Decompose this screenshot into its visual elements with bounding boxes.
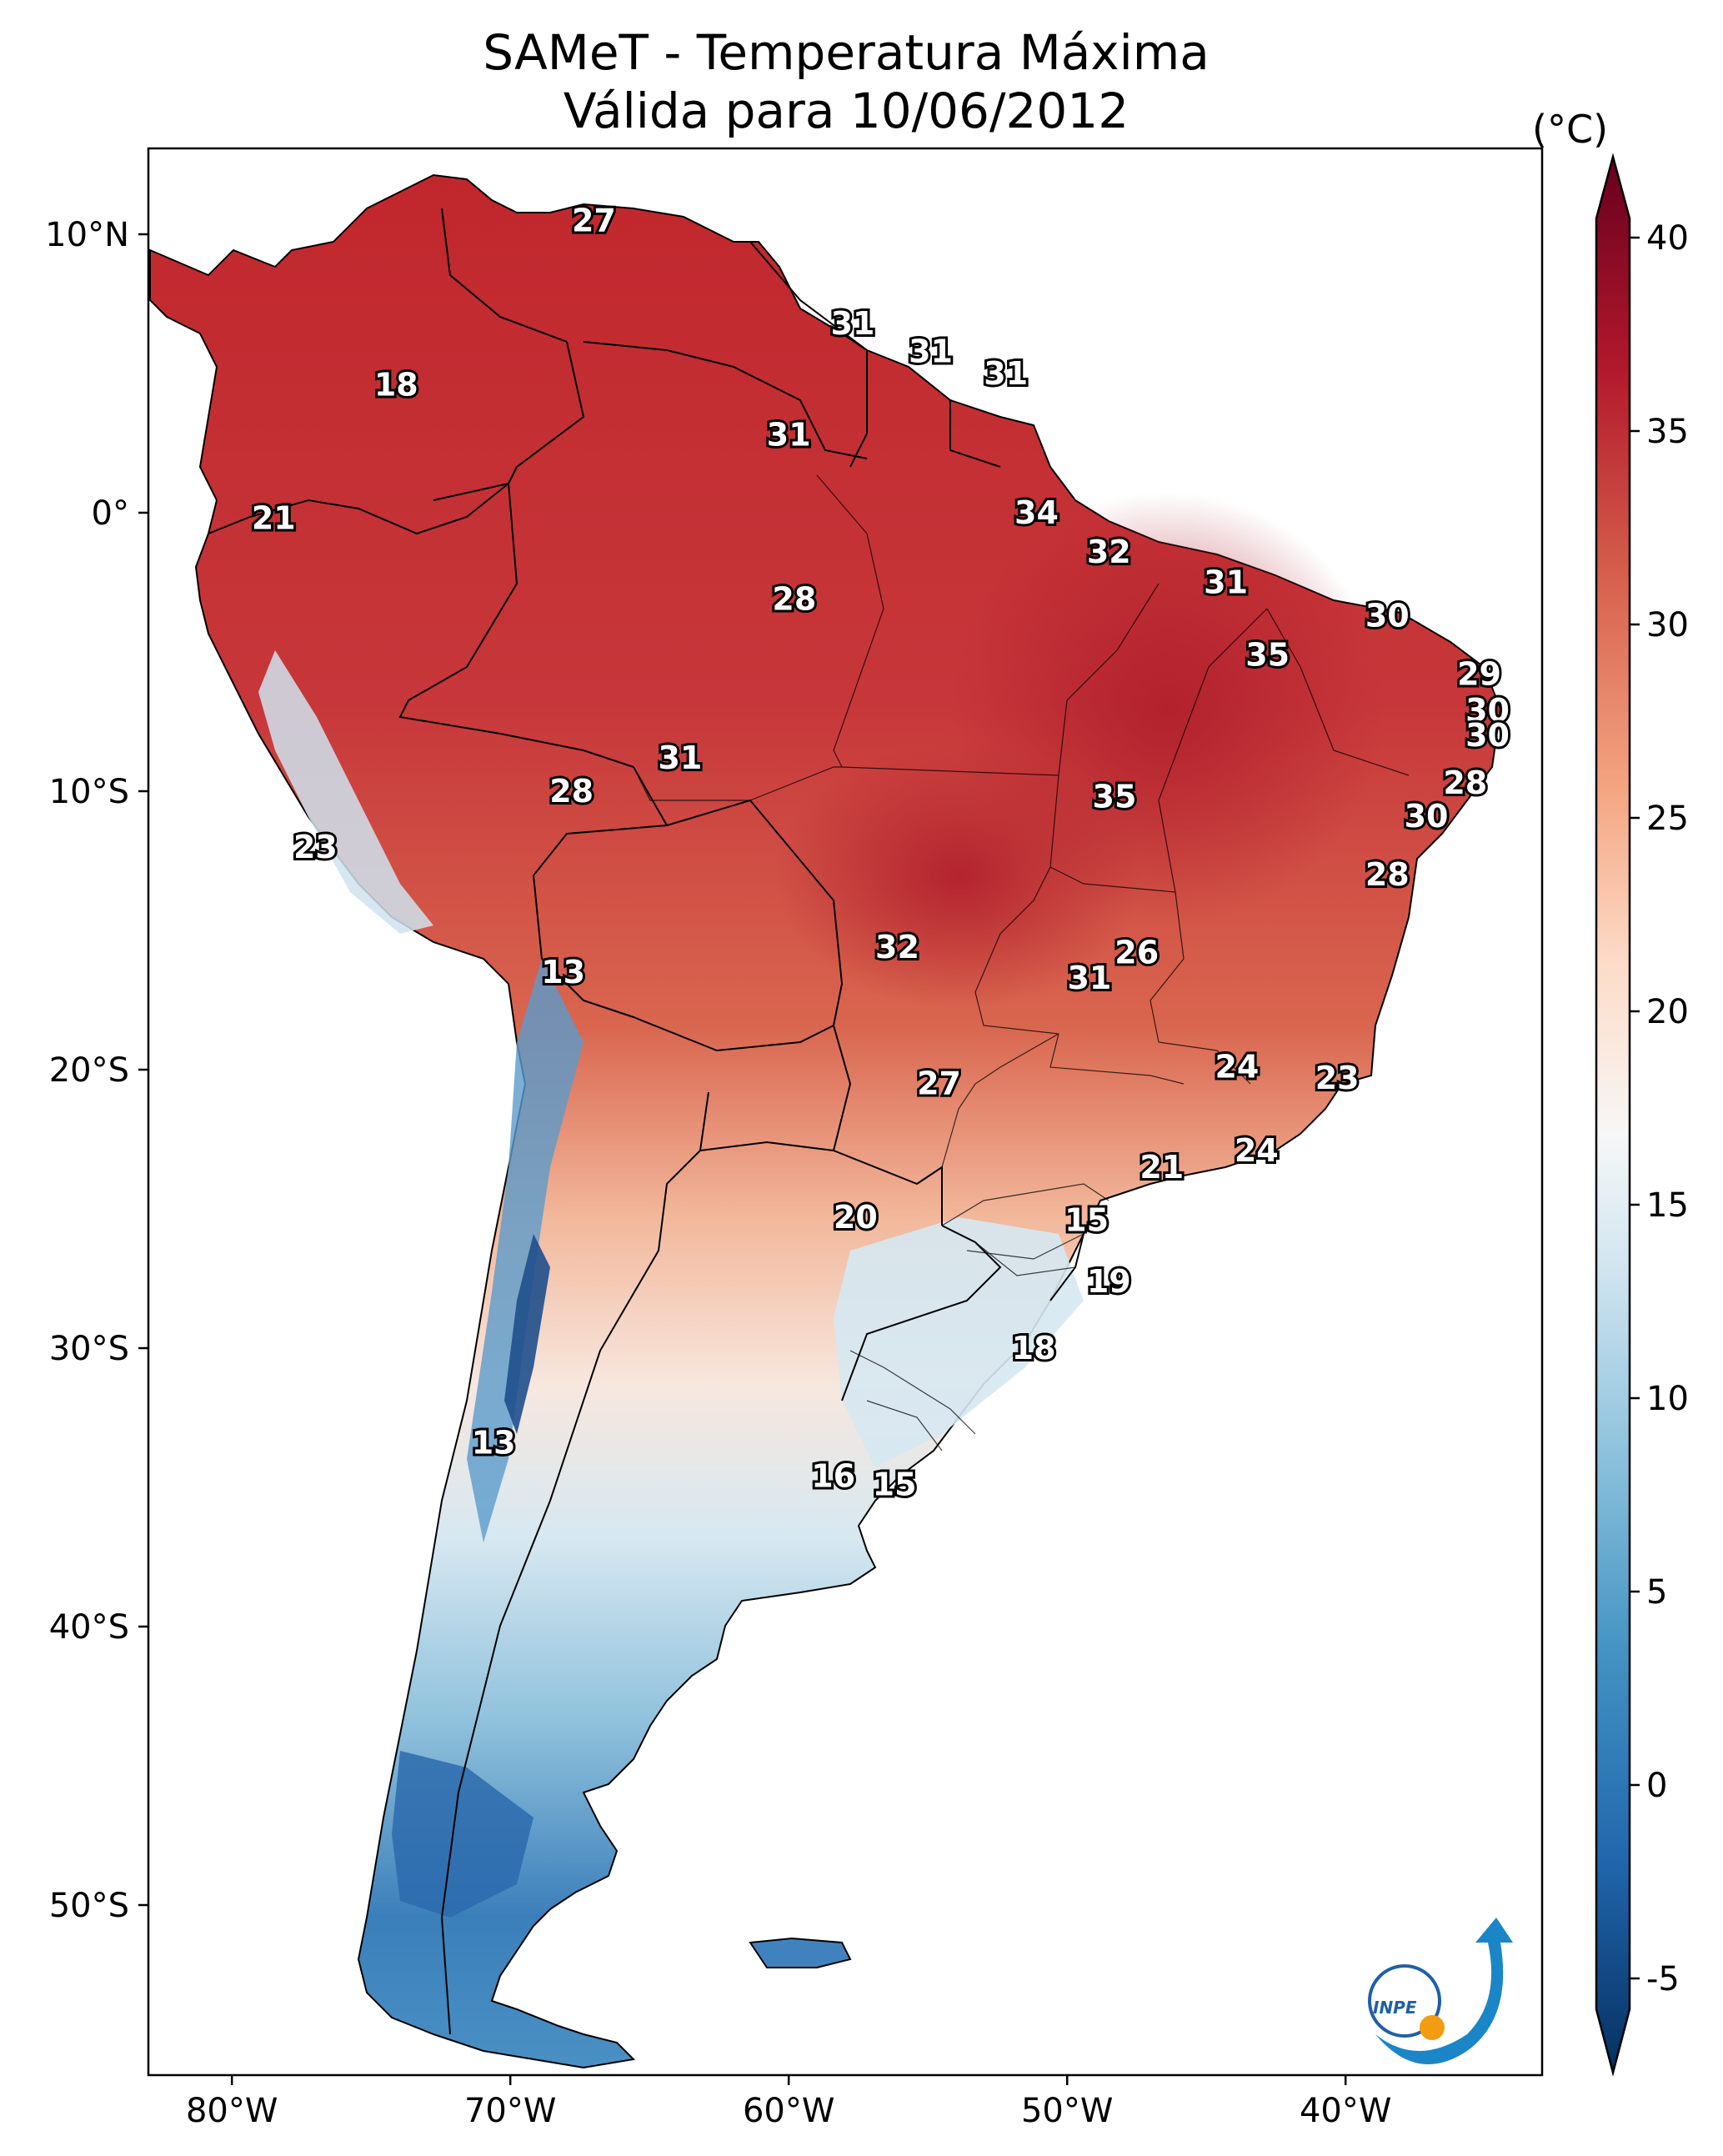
lon-tick-label: 40°W bbox=[1300, 2092, 1391, 2130]
city-temperature-label: 27 bbox=[917, 1065, 961, 1102]
city-temperature-label: 34 bbox=[1014, 494, 1059, 531]
lat-tick-label: 50°S bbox=[49, 1887, 129, 1925]
city-temperature-label: 30 bbox=[1465, 692, 1510, 729]
lat-tick-label: 10°S bbox=[49, 773, 129, 811]
city-temperature-label: 28 bbox=[772, 581, 816, 618]
city-temperature-label: 21 bbox=[252, 500, 296, 537]
city-temperature-label: 24 bbox=[1215, 1049, 1259, 1086]
title-line-1: SAMeT - Temperatura Máxima bbox=[483, 24, 1210, 81]
colorbar-tick-label: 0 bbox=[1646, 1767, 1667, 1805]
latitude-ticks: 10°N 0° 10°S 20°S 30°S 40°S 50°S bbox=[45, 216, 148, 1925]
city-temperature-label: 31 bbox=[831, 305, 875, 342]
city-temperature-label: 28 bbox=[1443, 765, 1487, 801]
inpe-logo: INPE bbox=[1368, 1918, 1513, 2064]
city-temperature-label: 27 bbox=[572, 202, 616, 238]
city-temperature-label: 26 bbox=[1114, 935, 1159, 971]
lon-tick-label: 60°W bbox=[743, 2092, 834, 2130]
city-temperature-label: 15 bbox=[1064, 1201, 1109, 1238]
city-temperature-label: 30 bbox=[1465, 717, 1510, 754]
city-temperature-label: 29 bbox=[1457, 656, 1501, 693]
logo-text: INPE bbox=[1373, 1998, 1417, 2018]
lat-tick-label: 10°N bbox=[45, 216, 129, 254]
andes-peak-cold bbox=[504, 1234, 550, 1434]
central-hot-spot bbox=[775, 742, 1142, 1009]
colorbar-tick-label: 5 bbox=[1646, 1573, 1667, 1612]
colorbar-tick-label: 15 bbox=[1646, 1186, 1689, 1225]
state-borders bbox=[633, 474, 1410, 1452]
colorbar-tick-label: 35 bbox=[1646, 413, 1689, 451]
country-borders bbox=[208, 208, 1084, 2035]
city-temperature-label: 31 bbox=[658, 740, 702, 776]
colorbar-tick-label: 10 bbox=[1646, 1380, 1689, 1418]
city-temperature-label: 31 bbox=[1204, 564, 1248, 601]
city-temperature-label: 21 bbox=[1139, 1149, 1184, 1186]
city-temperature-label: 16 bbox=[811, 1458, 855, 1495]
colorbar-unit: (°C) bbox=[1532, 107, 1609, 152]
city-temperature-label: 19 bbox=[1087, 1263, 1131, 1300]
lat-tick-label: 40°S bbox=[49, 1608, 129, 1647]
lat-tick-label: 30°S bbox=[49, 1330, 129, 1368]
map-frame bbox=[147, 147, 1544, 2077]
colorbar-body bbox=[1595, 153, 1631, 2077]
lon-tick-label: 50°W bbox=[1021, 2092, 1113, 2130]
colorbar-tick-label: 20 bbox=[1646, 993, 1689, 1031]
city-temperature-label: 18 bbox=[374, 366, 418, 403]
city-temperature-label: 18 bbox=[1012, 1330, 1056, 1366]
peru-coast-cool bbox=[258, 650, 433, 934]
city-temperature-label: 23 bbox=[1315, 1060, 1360, 1096]
city-temperature-label: 28 bbox=[1365, 856, 1410, 893]
city-temperature-label: 13 bbox=[472, 1425, 516, 1462]
city-temperature-label: 31 bbox=[909, 333, 953, 369]
lat-tick-label: 0° bbox=[92, 494, 129, 533]
title-line-2: Válida para 10/06/2012 bbox=[563, 83, 1129, 139]
city-temperature-label: 30 bbox=[1365, 598, 1410, 634]
city-temperature-label: 31 bbox=[767, 416, 811, 453]
city-temperature-label: 24 bbox=[1235, 1132, 1279, 1169]
lon-tick-label: 70°W bbox=[464, 2092, 556, 2130]
falklands bbox=[749, 1937, 852, 1968]
city-temperature-label: 35 bbox=[1245, 636, 1290, 673]
city-temperature-label: 28 bbox=[549, 773, 594, 810]
longitude-ticks: 80°W 70°W 60°W 50°W 40°W bbox=[186, 2075, 1391, 2130]
south-brazil-cool bbox=[834, 1217, 1084, 1467]
lat-tick-label: 20°S bbox=[49, 1051, 129, 1090]
city-temperature-label: 13 bbox=[541, 954, 585, 990]
lon-tick-label: 80°W bbox=[186, 2092, 278, 2130]
map-title: SAMeT - Temperatura Máxima Válida para 1… bbox=[150, 23, 1542, 140]
city-temperature-label: 32 bbox=[875, 929, 919, 965]
andes-cold-band bbox=[467, 959, 584, 1542]
city-temperature-label: 31 bbox=[1067, 960, 1111, 996]
logo-swoosh-icon bbox=[1375, 1918, 1513, 2064]
patagonia-cold bbox=[392, 1751, 533, 1918]
city-temperature-label: 30 bbox=[1405, 798, 1449, 835]
colorbar-tick-label: -5 bbox=[1646, 1960, 1680, 1998]
city-temperature-label: 32 bbox=[1087, 534, 1131, 570]
logo-sun-icon bbox=[1420, 2015, 1445, 2040]
city-temperature-label: 31 bbox=[984, 355, 1028, 392]
city-temperature-label: 35 bbox=[1093, 779, 1137, 815]
city-temperature-label: 20 bbox=[834, 1199, 878, 1236]
colorbar-tick-label: 30 bbox=[1646, 606, 1689, 644]
colorbar: 40 35 30 25 20 15 10 5 0 -5 bbox=[1595, 153, 1689, 2077]
colorbar-ticks: 40 35 30 25 20 15 10 5 0 -5 bbox=[1630, 219, 1689, 1998]
colorbar-tick-label: 25 bbox=[1646, 800, 1689, 838]
city-temperature-label: 15 bbox=[873, 1467, 917, 1503]
city-temperature-label: 23 bbox=[293, 829, 338, 865]
colorbar-tick-label: 40 bbox=[1646, 219, 1689, 258]
